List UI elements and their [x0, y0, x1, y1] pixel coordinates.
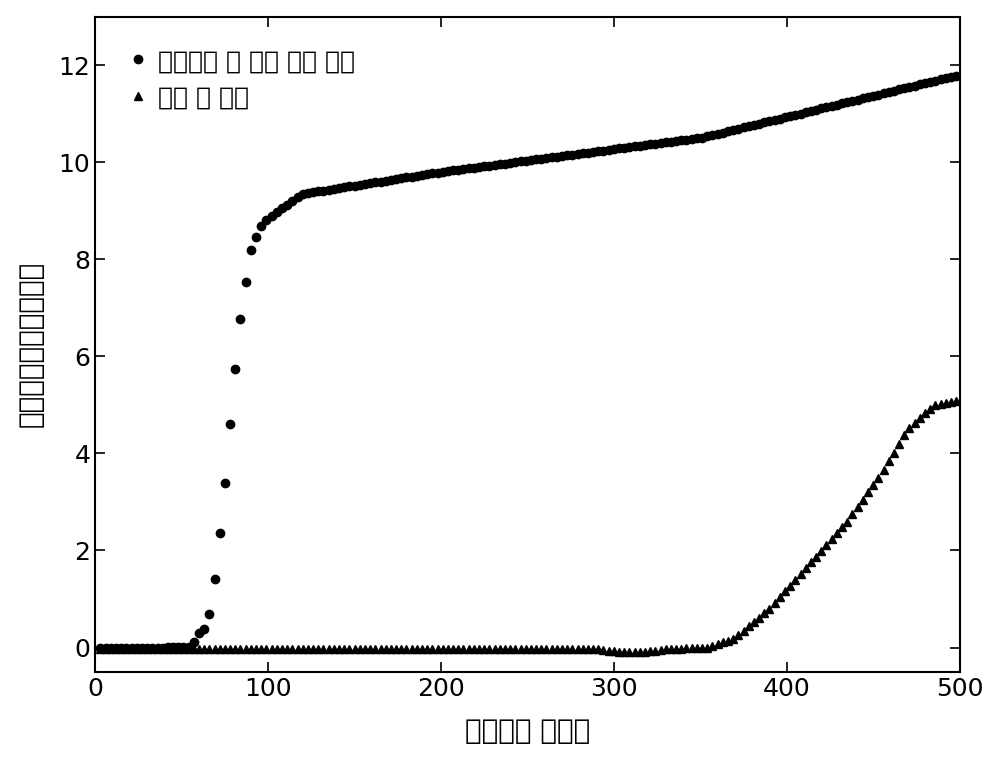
纯硷 氢 化锂	[940, 399, 952, 408]
Y-axis label: 放氢量（质量百分数）: 放氢量（质量百分数）	[17, 261, 45, 427]
碳纤维阵 列 承载 硷氢 化锂	[935, 75, 947, 84]
碳纤维阵 列 承载 硷氢 化锂	[94, 644, 106, 653]
碳纤维阵 列 承载 硷氢 化锂	[333, 184, 345, 193]
X-axis label: 温度（摄 氏度）: 温度（摄 氏度）	[465, 717, 590, 745]
纯硷 氢 化锂	[623, 648, 635, 657]
纯硷 氢 化锂	[333, 645, 345, 654]
碳纤维阵 列 承载 硷氢 化锂	[898, 84, 910, 93]
碳纤维阵 列 承载 硷氢 化锂	[115, 644, 127, 653]
纯硷 氢 化锂	[903, 423, 915, 432]
碳纤维阵 列 承载 硷氢 化锂	[950, 71, 962, 80]
Line: 纯硷 氢 化锂: 纯硷 氢 化锂	[96, 397, 960, 657]
纯硷 氢 化锂	[115, 645, 127, 654]
Legend: 碳纤维阵 列 承载 硷氢 化锂, 纯硷 氢 化锂: 碳纤维阵 列 承载 硷氢 化锂, 纯硷 氢 化锂	[108, 29, 375, 130]
纯硷 氢 化锂	[644, 647, 656, 656]
纯硷 氢 化锂	[94, 645, 106, 654]
纯硷 氢 化锂	[950, 396, 962, 405]
纯硷 氢 化锂	[670, 644, 682, 653]
碳纤维阵 列 承载 硷氢 化锂	[639, 140, 651, 149]
碳纤维阵 列 承载 硷氢 化锂	[665, 137, 677, 146]
Line: 碳纤维阵 列 承载 硷氢 化锂: 碳纤维阵 列 承载 硷氢 化锂	[96, 72, 960, 652]
